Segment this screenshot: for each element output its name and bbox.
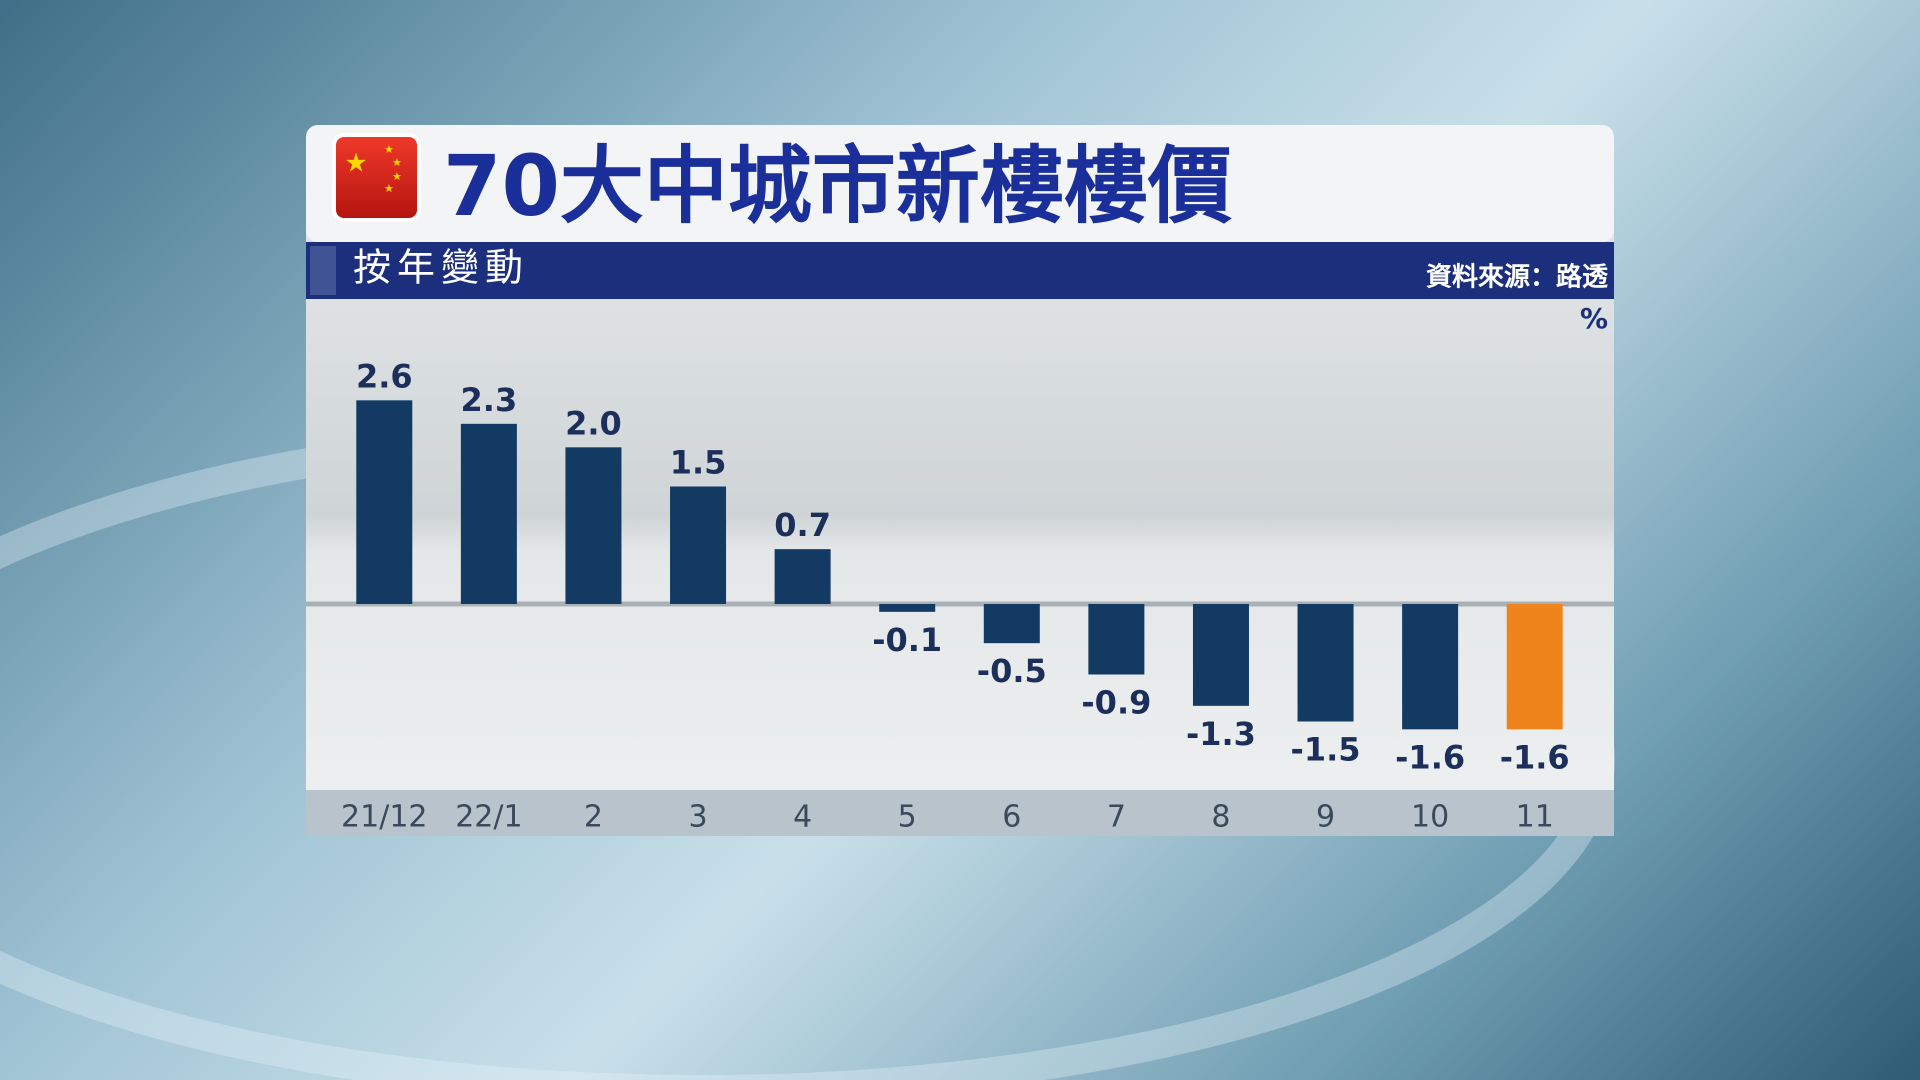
value-label: -1.3 [1186,715,1256,753]
value-label: 1.5 [670,444,727,482]
flag-star: ★ [344,149,367,179]
x-tick-label: 22/1 [455,800,522,835]
bar [460,423,517,604]
value-label: -1.6 [1500,738,1570,776]
source-note: 資料來源：路透 [1426,262,1609,293]
flag-icon [332,133,421,222]
chart-title: 70大中城市新樓樓價 [443,137,1232,235]
category-band [306,790,1614,836]
bar [1088,604,1145,675]
value-label: 0.7 [774,506,831,544]
value-label: -0.1 [872,621,942,659]
x-tick-label: 5 [898,800,917,835]
bar [879,604,936,612]
value-label: -0.9 [1081,684,1151,722]
x-tick-label: 7 [1107,800,1126,835]
bar [774,549,831,604]
value-label: 2.0 [565,404,622,442]
x-tick-label: 3 [688,800,707,835]
x-tick-label: 2 [584,800,603,835]
bar [983,604,1040,644]
x-tick-label: 11 [1516,800,1554,835]
value-label: -0.5 [977,652,1047,690]
chart-subtitle: 按年變動 [353,246,529,290]
subtitle-band [306,242,1614,299]
bar [1506,604,1563,730]
flag-star: ★ [392,170,402,183]
bar [565,447,622,604]
flag-star: ★ [384,143,394,156]
bar [1297,604,1354,722]
flag-star: ★ [392,156,402,169]
value-label: 2.6 [356,357,413,395]
value-label: 2.3 [461,381,518,419]
y-unit: % [1580,302,1608,335]
x-tick-label: 6 [1002,800,1021,835]
subtitle-accent [310,246,336,295]
x-tick-label: 4 [793,800,812,835]
bar [1402,604,1459,730]
value-label: -1.6 [1395,738,1465,776]
x-tick-label: 8 [1211,800,1230,835]
bar [356,400,413,604]
bar [670,486,727,604]
x-tick-label: 21/12 [341,800,427,835]
bar [1192,604,1249,706]
panel [306,125,1614,836]
value-label: -1.5 [1291,731,1361,769]
x-tick-label: 10 [1411,800,1449,835]
x-tick-label: 9 [1316,800,1335,835]
title-band [306,125,1614,242]
flag-star: ★ [384,182,394,195]
